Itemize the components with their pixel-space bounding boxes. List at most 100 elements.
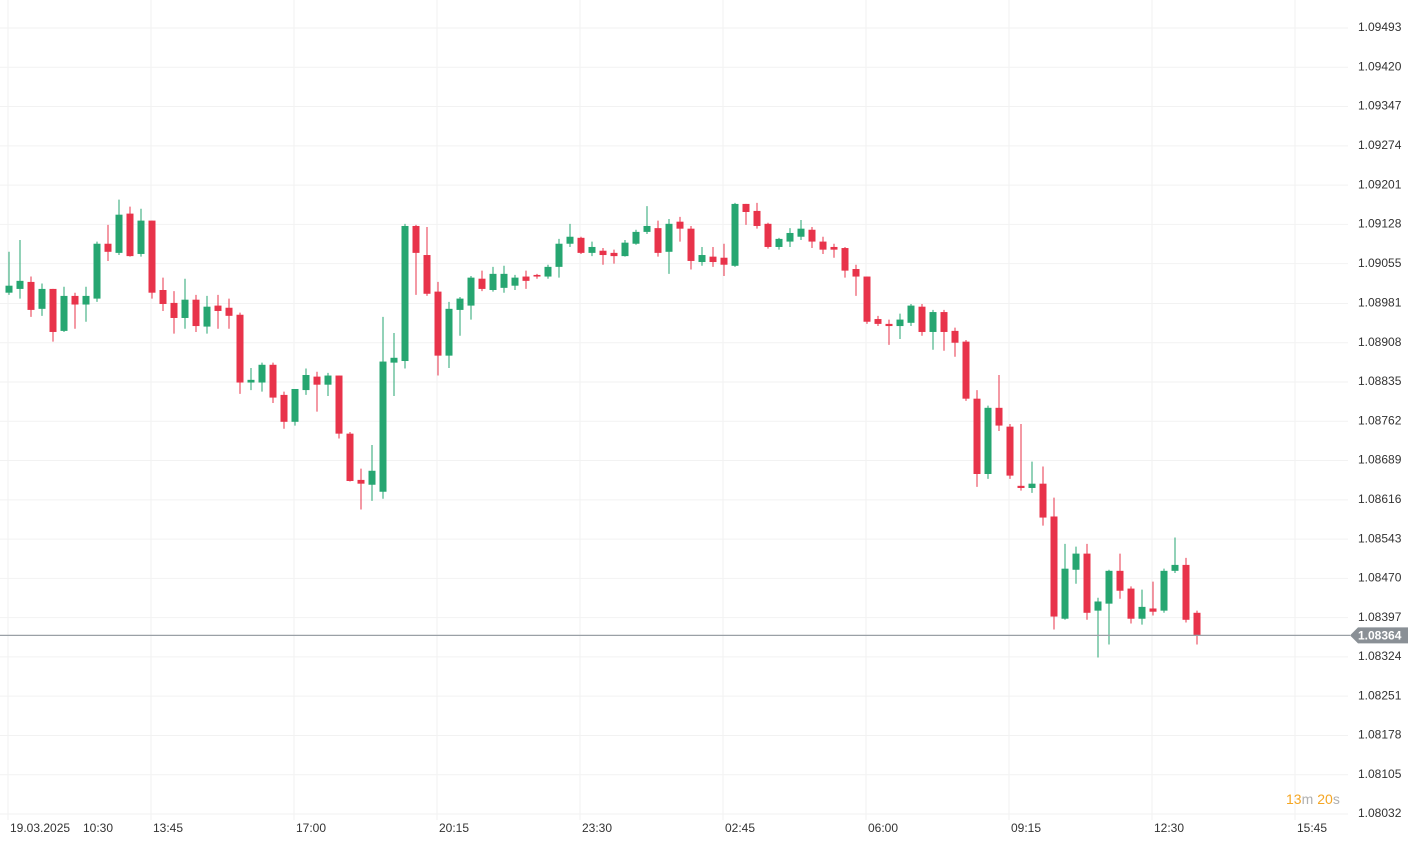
candle-body — [38, 288, 46, 309]
y-tick-label: 1.08397 — [1358, 610, 1402, 624]
candle-body — [852, 269, 860, 277]
candle-body — [544, 266, 552, 277]
current-price-label: 1.08364 — [1358, 629, 1402, 643]
x-tick-label: 13:45 — [153, 821, 183, 835]
y-tick-label: 1.09493 — [1358, 20, 1402, 34]
candle-body — [896, 319, 904, 327]
candle-body — [918, 306, 926, 332]
candle-body — [687, 228, 695, 261]
candle-body — [214, 305, 222, 311]
candle-body — [610, 252, 618, 257]
countdown-unit: s — [1333, 791, 1340, 807]
candle-body — [1039, 483, 1047, 518]
x-tick-label: 20:15 — [439, 821, 469, 835]
y-tick-label: 1.08689 — [1358, 453, 1402, 467]
candle-body — [764, 223, 772, 247]
candle-body — [423, 255, 431, 294]
candle-body — [1171, 564, 1179, 571]
candles — [0, 199, 1350, 658]
candle-body — [291, 388, 299, 422]
candle-body — [830, 246, 838, 250]
candle-body — [1083, 553, 1091, 613]
candle-body — [731, 203, 739, 266]
candle-body — [225, 307, 233, 316]
candle-body — [346, 433, 354, 481]
candle-body — [841, 248, 849, 271]
candle-body — [1072, 553, 1080, 570]
candle-body — [71, 295, 79, 305]
candle-body — [797, 228, 805, 237]
candle-body — [1193, 612, 1201, 636]
candle-body — [819, 241, 827, 250]
countdown-value: 13 — [1286, 791, 1302, 807]
candle-body — [159, 290, 167, 304]
candle-body — [907, 305, 915, 323]
candle-body — [709, 256, 717, 263]
y-tick-label: 1.09055 — [1358, 256, 1402, 270]
candle-body — [1149, 608, 1157, 612]
candle-body — [654, 228, 662, 253]
countdown-unit: m — [1302, 791, 1314, 807]
candle-body — [247, 379, 255, 383]
candle-body — [456, 298, 464, 310]
candle-body — [1017, 485, 1025, 488]
candle-body — [335, 375, 343, 434]
candle-body — [665, 223, 673, 252]
candle-body — [874, 319, 882, 324]
candle-body — [126, 213, 134, 257]
x-tick-label: 23:30 — [582, 821, 612, 835]
candle-body — [555, 243, 563, 267]
candle-body — [82, 295, 90, 305]
y-tick-label: 1.08470 — [1358, 571, 1402, 585]
candle-body — [786, 232, 794, 242]
candle-body — [5, 285, 13, 293]
candle-body — [632, 231, 640, 244]
candle-body — [962, 341, 970, 399]
candle-body — [698, 255, 706, 263]
x-tick-label: 09:15 — [1011, 821, 1041, 835]
candle-body — [49, 288, 57, 332]
candle-body — [951, 330, 959, 343]
candle-body — [1127, 588, 1135, 619]
candle-body — [621, 242, 629, 257]
candle-body — [1182, 564, 1190, 620]
y-tick-label: 1.08105 — [1358, 767, 1402, 781]
candle-body — [566, 236, 574, 244]
candle-body — [368, 470, 376, 485]
candle-body — [863, 276, 871, 322]
y-tick-label: 1.09420 — [1358, 59, 1402, 73]
candle-body — [676, 221, 684, 229]
candle-body — [929, 312, 937, 332]
candle-body — [324, 375, 332, 385]
candle-body — [1050, 516, 1058, 617]
candle-body — [467, 277, 475, 306]
countdown: 13m 20s — [1286, 791, 1340, 807]
candle-body — [280, 394, 288, 422]
candle-body — [192, 299, 200, 327]
candle-body — [973, 398, 981, 474]
candle-body — [236, 314, 244, 383]
candle-body — [533, 274, 541, 277]
candle-body — [412, 225, 420, 253]
candle-body — [940, 312, 948, 332]
y-tick-label: 1.08251 — [1358, 688, 1402, 702]
candle-body — [170, 302, 178, 318]
y-tick-label: 1.08178 — [1358, 728, 1402, 742]
y-tick-label: 1.08616 — [1358, 492, 1402, 506]
x-tick-label: 15:45 — [1297, 821, 1327, 835]
y-tick-label: 1.08981 — [1358, 296, 1402, 310]
x-tick-label: 10:30 — [83, 821, 113, 835]
candle-body — [1116, 570, 1124, 591]
candle-body — [643, 225, 651, 232]
candle-body — [984, 407, 992, 474]
candle-body — [181, 299, 189, 318]
candle-body — [445, 308, 453, 356]
candle-body — [93, 243, 101, 299]
y-tick-label: 1.08543 — [1358, 531, 1402, 545]
candle-body — [753, 210, 761, 226]
candle-body — [434, 291, 442, 356]
candle-body — [16, 280, 24, 289]
candle-body — [258, 364, 266, 383]
candle-body — [1006, 426, 1014, 476]
